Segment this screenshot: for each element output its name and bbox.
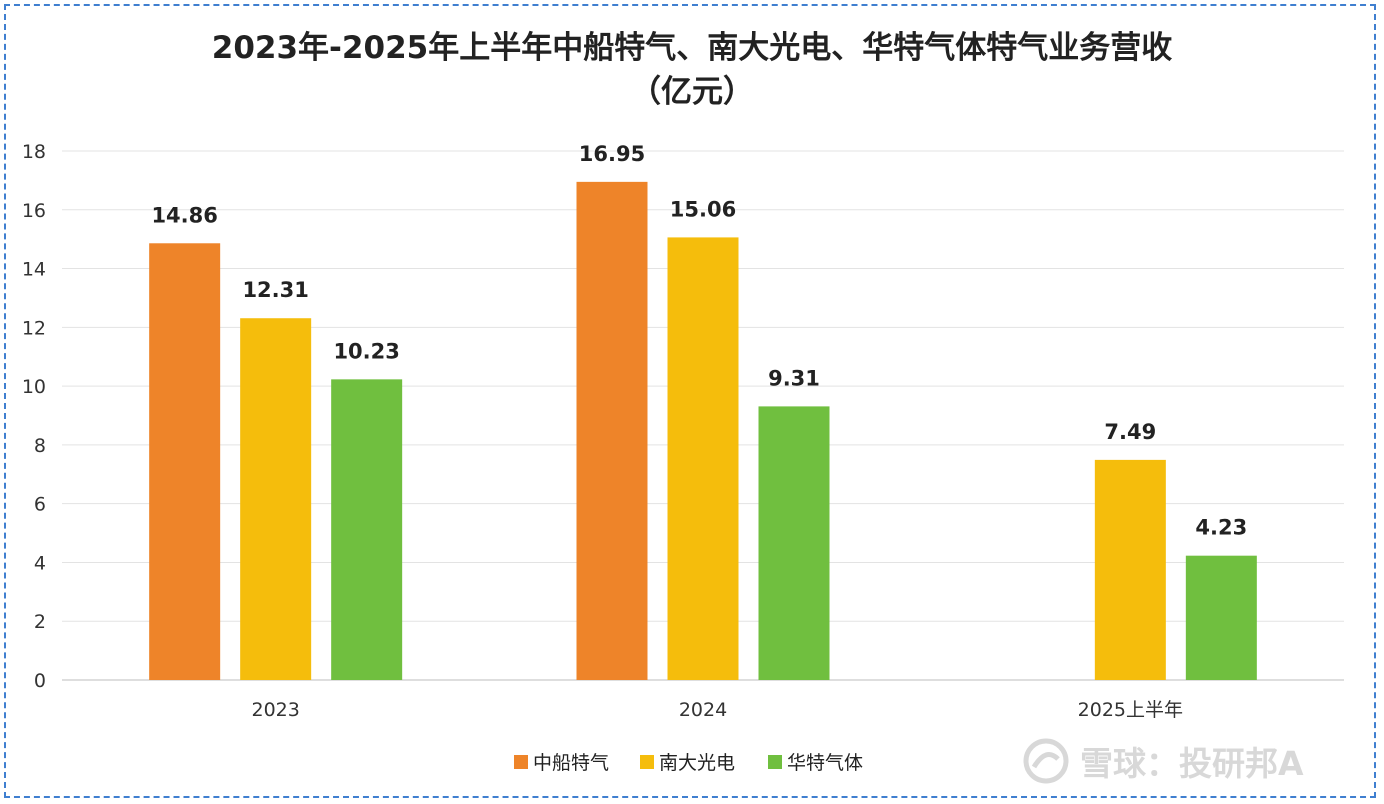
data-label: 4.23 xyxy=(1195,516,1247,540)
snowball-logo-icon xyxy=(1023,738,1069,784)
data-label: 9.31 xyxy=(768,366,820,390)
legend-swatch xyxy=(768,755,782,769)
y-tick-label: 16 xyxy=(22,200,46,222)
bar xyxy=(149,243,221,680)
x-tick-label: 2023 xyxy=(251,699,299,721)
y-tick-label: 4 xyxy=(34,552,46,574)
bar xyxy=(667,237,739,681)
bar xyxy=(1094,459,1166,680)
y-tick-label: 12 xyxy=(22,317,46,339)
legend-swatch xyxy=(514,755,528,769)
bar xyxy=(331,379,403,680)
bar xyxy=(758,406,830,680)
chart-title-line2: （亿元） xyxy=(630,74,754,110)
data-label: 15.06 xyxy=(670,197,736,221)
chart-title-line1: 2023年-2025年上半年中船特气、南大光电、华特气体特气业务营收 xyxy=(211,30,1173,66)
chart-title: 2023年-2025年上半年中船特气、南大光电、华特气体特气业务营收 （亿元） xyxy=(0,26,1384,114)
bar xyxy=(1185,555,1257,680)
watermark: 雪球：投研邦A xyxy=(1022,736,1304,786)
bar xyxy=(240,318,312,680)
y-tick-label: 6 xyxy=(34,494,46,516)
data-label: 14.86 xyxy=(151,203,217,227)
y-tick-label: 0 xyxy=(34,670,46,692)
y-tick-label: 8 xyxy=(34,435,46,457)
data-label: 12.31 xyxy=(242,278,308,302)
data-label: 7.49 xyxy=(1104,420,1156,444)
bar xyxy=(576,181,648,680)
y-tick-label: 18 xyxy=(22,141,46,163)
data-label: 10.23 xyxy=(333,339,399,363)
legend-label: 南大光电 xyxy=(659,752,735,774)
legend-label: 华特气体 xyxy=(787,752,863,774)
x-tick-label: 2025上半年 xyxy=(1078,699,1183,721)
chart-frame xyxy=(4,4,1376,798)
y-tick-label: 2 xyxy=(34,611,46,633)
y-tick-label: 10 xyxy=(22,376,46,398)
legend-swatch xyxy=(640,755,654,769)
legend-label: 中船特气 xyxy=(533,752,609,774)
y-tick-label: 14 xyxy=(22,259,46,281)
data-label: 16.95 xyxy=(579,142,645,166)
x-tick-label: 2024 xyxy=(679,699,727,721)
watermark-text: 雪球：投研邦A xyxy=(1080,744,1304,783)
